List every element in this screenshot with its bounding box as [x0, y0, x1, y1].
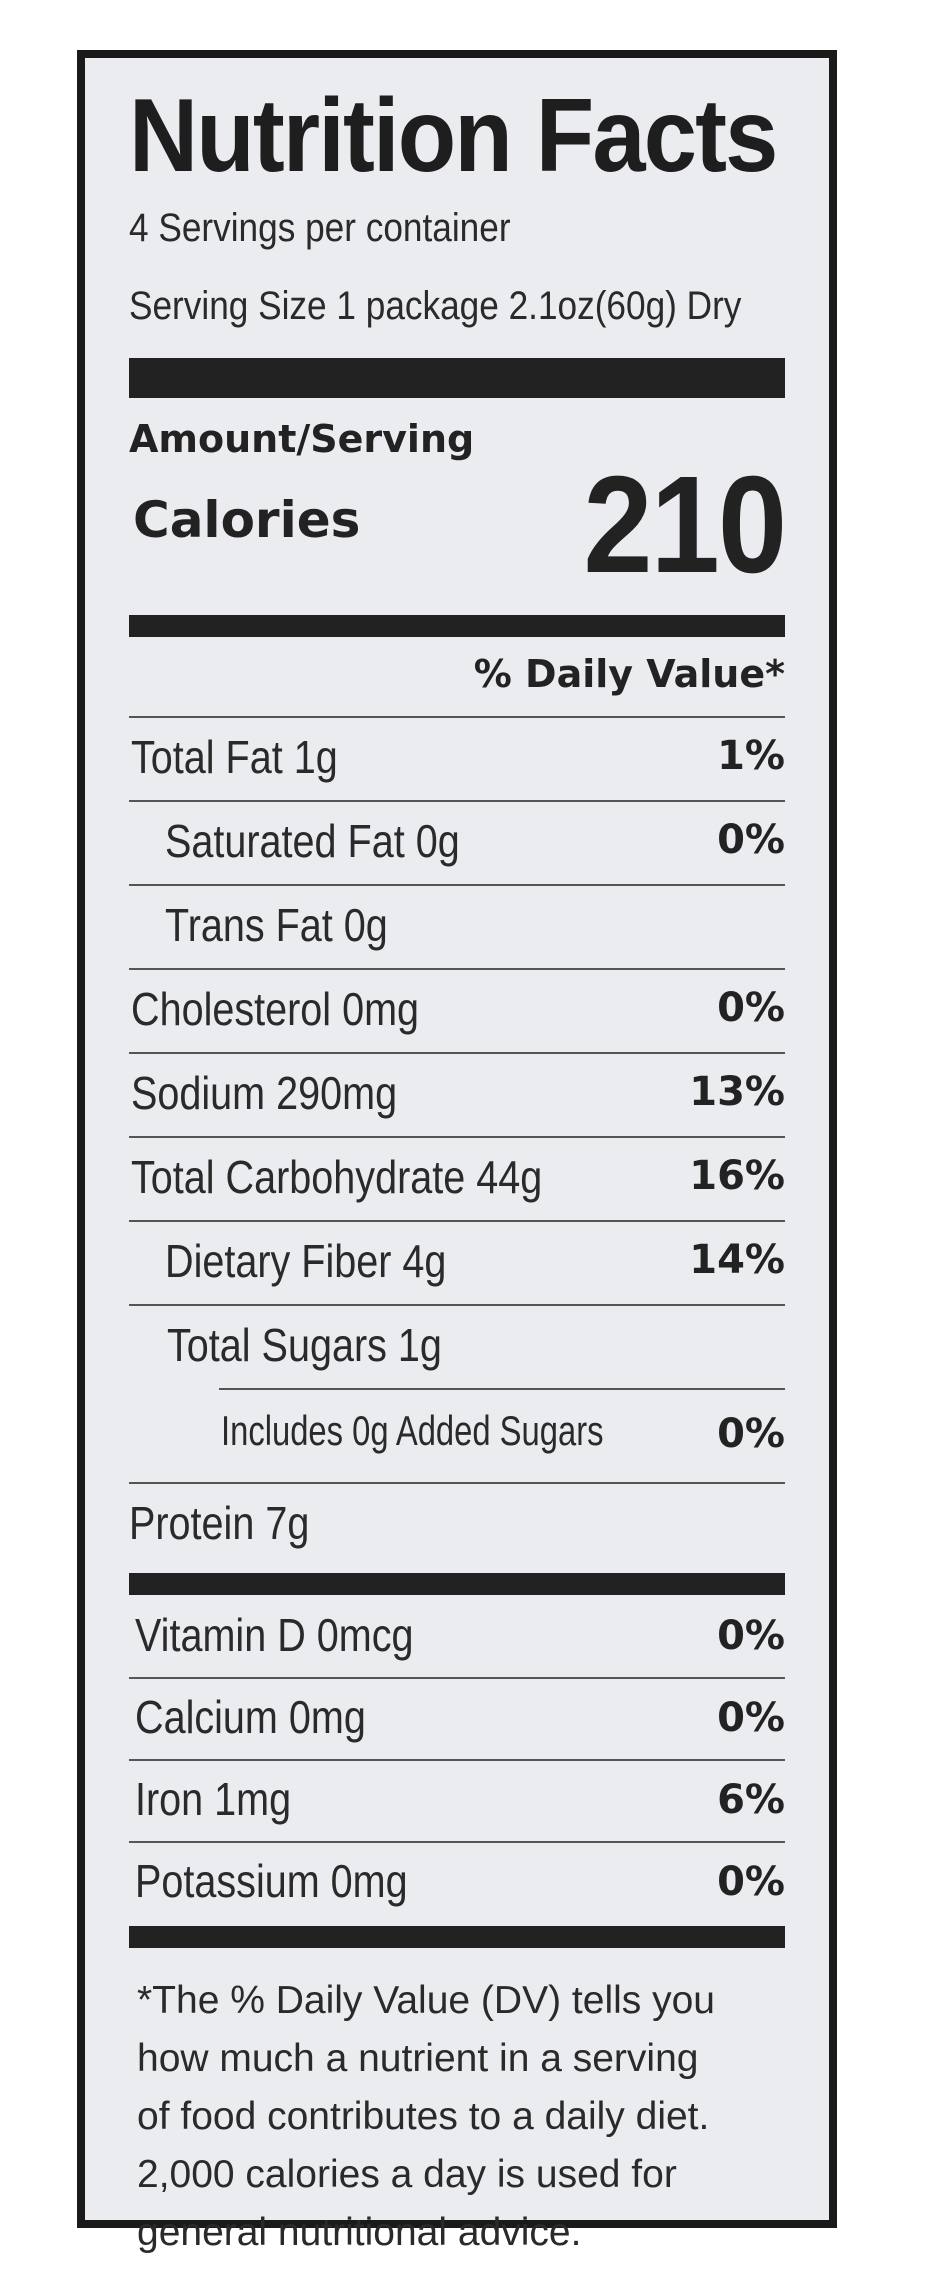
nutrient-row-total-fat: Total Fat 1g 1%: [129, 716, 785, 800]
vitamin-name: Vitamin D 0mcg: [135, 1609, 414, 1661]
row-divider: [129, 1677, 785, 1679]
footnote-line: 2,000 calories a day is used for: [137, 2153, 677, 2196]
nutrition-facts-label: Nutrition Facts 4 Servings per container…: [77, 50, 837, 2254]
vitamin-dv: 0%: [717, 1613, 785, 1659]
calories-value: 210: [583, 448, 787, 602]
nutrient-dv: 16%: [689, 1153, 785, 1199]
nutrient-dv: 1%: [717, 733, 785, 779]
nutrient-name: Sodium 290mg: [131, 1067, 398, 1119]
nutrient-row-cholesterol: Cholesterol 0mg 0%: [129, 968, 785, 1052]
nutrient-name: Trans Fat 0g: [165, 899, 388, 951]
vitamin-dv: 6%: [717, 1777, 785, 1823]
row-divider: [129, 968, 785, 970]
label-content: Nutrition Facts 4 Servings per container…: [129, 58, 787, 2254]
vitamins-divider: [129, 1573, 785, 1595]
nutrient-row-added-sugars: Includes 0g Added Sugars 0%: [129, 1388, 785, 1472]
calories-label: Calories: [133, 491, 361, 549]
nutrient-name: Saturated Fat 0g: [165, 815, 460, 867]
nutrient-row-protein: Protein 7g: [129, 1482, 785, 1566]
nutrient-row-total-sugars: Total Sugars 1g: [129, 1304, 785, 1388]
row-divider: [129, 1482, 785, 1484]
row-divider: [219, 1388, 785, 1390]
nutrient-row-dietary-fiber: Dietary Fiber 4g 14%: [129, 1220, 785, 1304]
nutrient-name: Includes 0g Added Sugars: [221, 1407, 604, 1454]
vitamin-row-vitamin-d: Vitamin D 0mcg 0%: [129, 1595, 785, 1677]
vitamin-name: Iron 1mg: [135, 1773, 292, 1825]
row-divider: [129, 1052, 785, 1054]
thick-divider: [129, 358, 785, 398]
nutrient-row-trans-fat: Trans Fat 0g: [129, 884, 785, 968]
daily-value-footnote: *The % Daily Value (DV) tells you how mu…: [137, 1972, 785, 2262]
vitamin-name: Calcium 0mg: [135, 1691, 366, 1743]
vitamin-name: Potassium 0mg: [135, 1855, 408, 1907]
row-divider: [129, 884, 785, 886]
row-divider: [129, 1841, 785, 1843]
calories-divider: [129, 615, 785, 637]
row-divider: [129, 1304, 785, 1306]
nutrient-name: Dietary Fiber 4g: [165, 1235, 447, 1287]
nutrient-row-total-carbohydrate: Total Carbohydrate 44g 16%: [129, 1136, 785, 1220]
footnote-divider: [129, 1926, 785, 1948]
nutrient-dv: 0%: [717, 1411, 785, 1457]
nutrient-row-saturated-fat: Saturated Fat 0g 0%: [129, 800, 785, 884]
footnote-line: *The % Daily Value (DV) tells you: [137, 1979, 715, 2022]
vitamin-row-potassium: Potassium 0mg 0%: [129, 1841, 785, 1923]
nutrient-name: Total Sugars 1g: [167, 1319, 442, 1371]
vitamin-dv: 0%: [717, 1859, 785, 1905]
nutrient-name: Cholesterol 0mg: [131, 983, 420, 1035]
nutrient-name: Total Fat 1g: [131, 731, 338, 783]
serving-size: Serving Size 1 package 2.1oz(60g) Dry: [129, 284, 742, 328]
nutrient-dv: 0%: [717, 817, 785, 863]
vitamin-dv: 0%: [717, 1695, 785, 1741]
row-divider: [129, 1136, 785, 1138]
footnote-line: how much a nutrient in a serving: [137, 2037, 699, 2080]
row-divider: [129, 716, 785, 718]
daily-value-header: % Daily Value*: [473, 652, 785, 696]
nutrient-row-sodium: Sodium 290mg 13%: [129, 1052, 785, 1136]
amount-per-serving: Amount/Serving: [129, 417, 475, 461]
row-divider: [129, 1220, 785, 1222]
nutrient-name: Total Carbohydrate 44g: [131, 1151, 543, 1203]
row-divider: [129, 1759, 785, 1761]
vitamin-row-calcium: Calcium 0mg 0%: [129, 1677, 785, 1759]
row-divider: [129, 800, 785, 802]
vitamin-row-iron: Iron 1mg 6%: [129, 1759, 785, 1841]
nutrient-dv: 14%: [689, 1237, 785, 1283]
nutrient-dv: 0%: [717, 985, 785, 1031]
nutrient-dv: 13%: [689, 1069, 785, 1115]
servings-per-container: 4 Servings per container: [129, 206, 511, 250]
nutrient-name: Protein 7g: [129, 1497, 310, 1549]
footnote-line: general nutritional advice.: [137, 2211, 582, 2254]
footnote-line: of food contributes to a daily diet.: [137, 2095, 710, 2138]
label-title: Nutrition Facts: [129, 78, 778, 194]
